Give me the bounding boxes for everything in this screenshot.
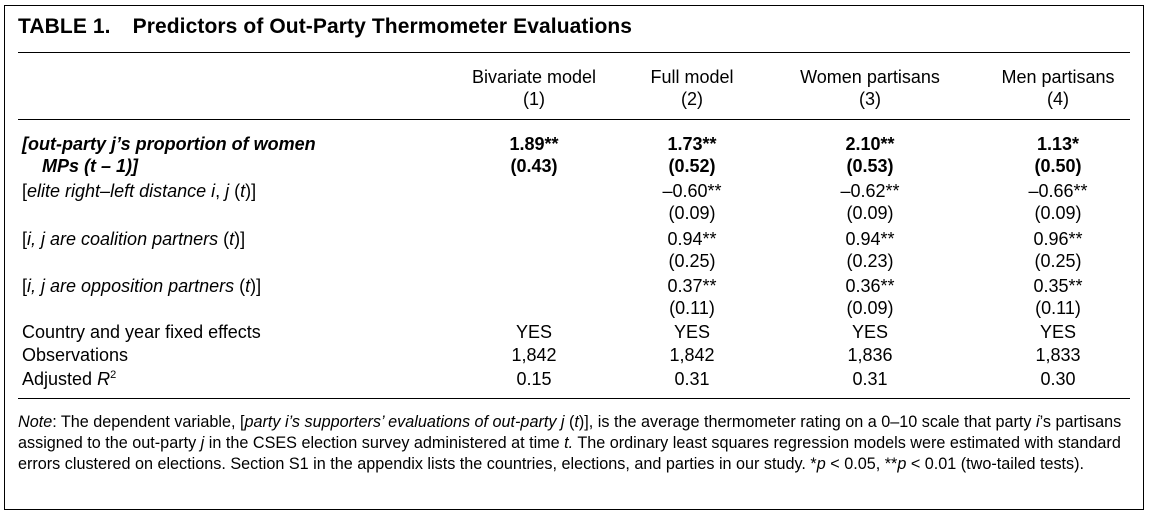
cell-r2-c4: –0.66** (0.09) xyxy=(1028,181,1088,223)
cell-r3-c4: 0.96** (0.25) xyxy=(1033,229,1083,271)
table-frame xyxy=(4,5,1144,510)
cell-r1-c3: 2.10** (0.53) xyxy=(845,134,895,176)
cell-r4-c3: 0.36** (0.09) xyxy=(845,276,895,318)
top-rule xyxy=(18,52,1130,53)
col-header-4: Men partisans (4) xyxy=(1001,67,1115,109)
cell-r6-c2: 1,842 xyxy=(669,345,715,365)
cell-r4-c2: 0.37** (0.11) xyxy=(667,276,717,318)
col-header-3: Women partisans (3) xyxy=(800,67,940,109)
row-label-elite-distance: [elite right–left distance i, j (t)] xyxy=(22,181,257,201)
cell-r5-c2: YES xyxy=(673,322,711,342)
col-header-1: Bivariate model (1) xyxy=(471,67,597,109)
cell-r1-c4: 1.13* (0.50) xyxy=(1034,134,1082,176)
table-note: Note: The dependent variable, [party i’s… xyxy=(18,413,1122,473)
bottom-rule xyxy=(18,398,1130,399)
cell-r5-c1: YES xyxy=(515,322,553,342)
table-title-text: Predictors of Out-Party Thermometer Eval… xyxy=(132,15,633,38)
cell-r4-c4: 0.35** (0.11) xyxy=(1033,276,1083,318)
cell-r7-c1: 0.15 xyxy=(516,369,552,389)
cell-r5-c3: YES xyxy=(851,322,889,342)
row-label-women-mps: [out-party j’s proportion of women MPs (… xyxy=(22,134,316,176)
row-label-fixed-effects: Country and year fixed effects xyxy=(22,322,261,342)
cell-r7-c3: 0.31 xyxy=(852,369,888,389)
table-number: TABLE 1. xyxy=(18,15,111,38)
cell-r7-c4: 0.30 xyxy=(1040,369,1076,389)
cell-r3-c2: 0.94** (0.25) xyxy=(667,229,717,271)
cell-r6-c4: 1,833 xyxy=(1035,345,1081,365)
col-header-2: Full model (2) xyxy=(650,67,734,109)
row-label-opposition: [i, j are opposition partners (t)] xyxy=(22,276,262,296)
header-rule xyxy=(18,119,1130,120)
cell-r1-c1: 1.89** (0.43) xyxy=(509,134,559,176)
table-title: TABLE 1. Predictors of Out-Party Thermome… xyxy=(18,15,632,39)
cell-r1-c2: 1.73** (0.52) xyxy=(667,134,717,176)
cell-r2-c3: –0.62** (0.09) xyxy=(840,181,900,223)
cell-r7-c2: 0.31 xyxy=(674,369,710,389)
row-label-coalition: [i, j are coalition partners (t)] xyxy=(22,229,246,249)
cell-r6-c1: 1,842 xyxy=(511,345,557,365)
row-label-observations: Observations xyxy=(22,345,129,365)
cell-r3-c3: 0.94** (0.23) xyxy=(845,229,895,271)
cell-r2-c2: –0.60** (0.09) xyxy=(662,181,722,223)
row-label-adjusted-r2: Adjusted R2 xyxy=(22,369,117,389)
cell-r5-c4: YES xyxy=(1039,322,1077,342)
cell-r6-c3: 1,836 xyxy=(847,345,893,365)
